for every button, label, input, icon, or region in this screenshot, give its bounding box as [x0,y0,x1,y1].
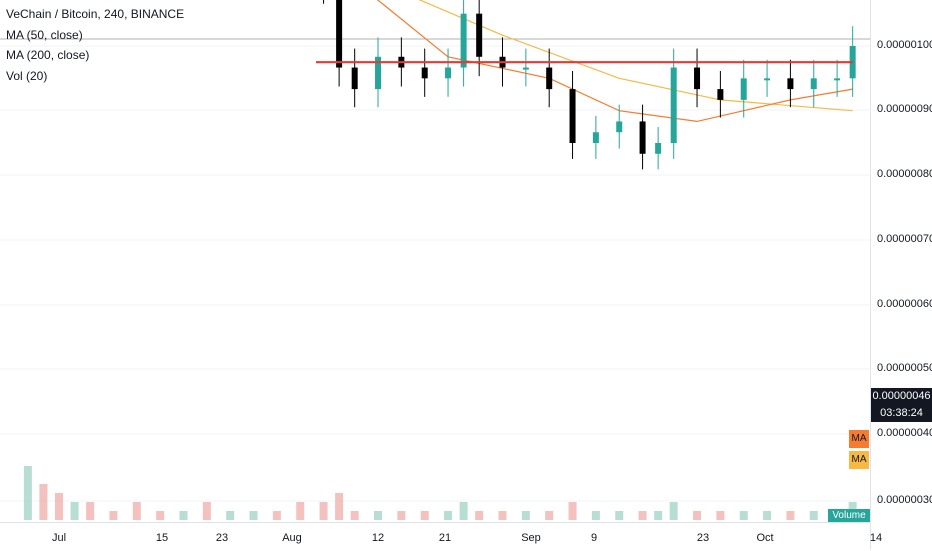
volume-bar [475,511,484,520]
candle [655,143,662,154]
price-axis[interactable]: 0.00000100 0.00000090 0.00000080 0.00000… [870,0,932,550]
time-tick: 9 [590,532,598,544]
price-tick: 0.00000080 [877,168,932,180]
bar-countdown-label: 03:38:24 [871,405,932,422]
price-tick: 0.00000060 [877,298,932,310]
volume-bar [86,502,95,520]
candle [639,121,646,154]
ma200-legend[interactable]: MA (200, close) [6,48,90,62]
volume-bar [693,511,702,520]
candle [445,67,452,79]
price-chart[interactable] [0,0,870,522]
price-tick: 0.00000100 [877,39,932,51]
volume-bar [521,511,530,520]
volume-bar [226,511,235,520]
volume-bar [55,493,63,520]
time-tick: Sep [521,532,541,544]
volume-bar [591,511,600,520]
volume-bar [397,511,406,520]
price-tick: 0.00000090 [877,103,932,115]
volume-bar [249,511,258,520]
candle [421,67,428,79]
volume-bar [39,484,48,520]
volume-bar [763,511,772,520]
volume-bar [568,502,577,520]
volume-bar [296,502,305,520]
time-tick: Jul [51,532,67,544]
volume-bar [335,493,344,520]
candle [787,78,794,90]
candle [834,78,841,81]
volume-bar [739,511,748,520]
candle [694,67,701,90]
volume-bar [615,511,624,520]
ma50-legend[interactable]: MA (50, close) [6,28,83,42]
volume-bar [420,511,429,520]
price-tick: 0.00000050 [877,362,932,374]
volume-bar [23,466,32,520]
time-tick: Aug [282,532,302,544]
time-tick: 21 [438,532,452,544]
time-tick: 15 [155,532,169,544]
candle [460,13,467,68]
volume-bar [498,511,507,520]
candle [546,67,553,90]
volume-tag: Volume [828,509,870,522]
time-tick: 14 [869,532,883,544]
volume-bar [716,511,725,520]
candle [717,89,724,100]
candle [592,132,599,143]
ma200-line [418,0,853,112]
candle [740,78,747,100]
volume-bar [132,502,141,520]
candle [569,89,576,143]
volume-bar [202,502,211,520]
time-tick: 23 [215,532,229,544]
candle [522,67,529,70]
time-tick: 12 [371,532,385,544]
candle [670,67,677,143]
volume-bar [786,511,795,520]
volume-bar [545,511,554,520]
volume-bar [70,502,79,520]
volume-bar [272,511,281,520]
symbol-title[interactable]: VeChain / Bitcoin, 240, BINANCE [6,7,185,21]
candle [375,56,382,90]
current-price-label: 0.00000046 [871,388,932,405]
volume-bar [444,511,453,520]
candle [764,78,771,81]
time-axis[interactable]: Jul 15 23 Aug 12 21 Sep 9 23 Oct 14 [0,522,882,551]
volume-legend[interactable]: Vol (20) [6,69,48,83]
chart-area[interactable]: VeChain / Bitcoin, 240, BINANCE MA (50, … [0,0,870,522]
volume-bar [374,511,383,520]
volume-bar [459,502,468,520]
volume-bar [179,511,188,520]
volume-bar [350,511,359,520]
price-tick: 0.00000070 [877,233,932,245]
volume-bar [156,511,165,520]
candle [476,13,483,57]
time-tick: 23 [696,532,710,544]
candle [810,78,817,90]
ma50-value-tag: MA [849,430,869,448]
candle [351,67,358,90]
volume-bar [809,511,818,520]
volume-bar [669,502,678,520]
volume-bar [319,502,328,520]
candle [336,0,343,68]
price-tick: 0.00000040 [877,427,932,439]
volume-bar [638,511,647,520]
ma200-value-tag: MA [849,451,869,469]
time-tick: Oct [756,532,774,544]
candle [616,121,623,133]
volume-bar [109,511,118,520]
volume-bar [654,511,663,520]
price-tick: 0.00000030 [877,494,932,506]
